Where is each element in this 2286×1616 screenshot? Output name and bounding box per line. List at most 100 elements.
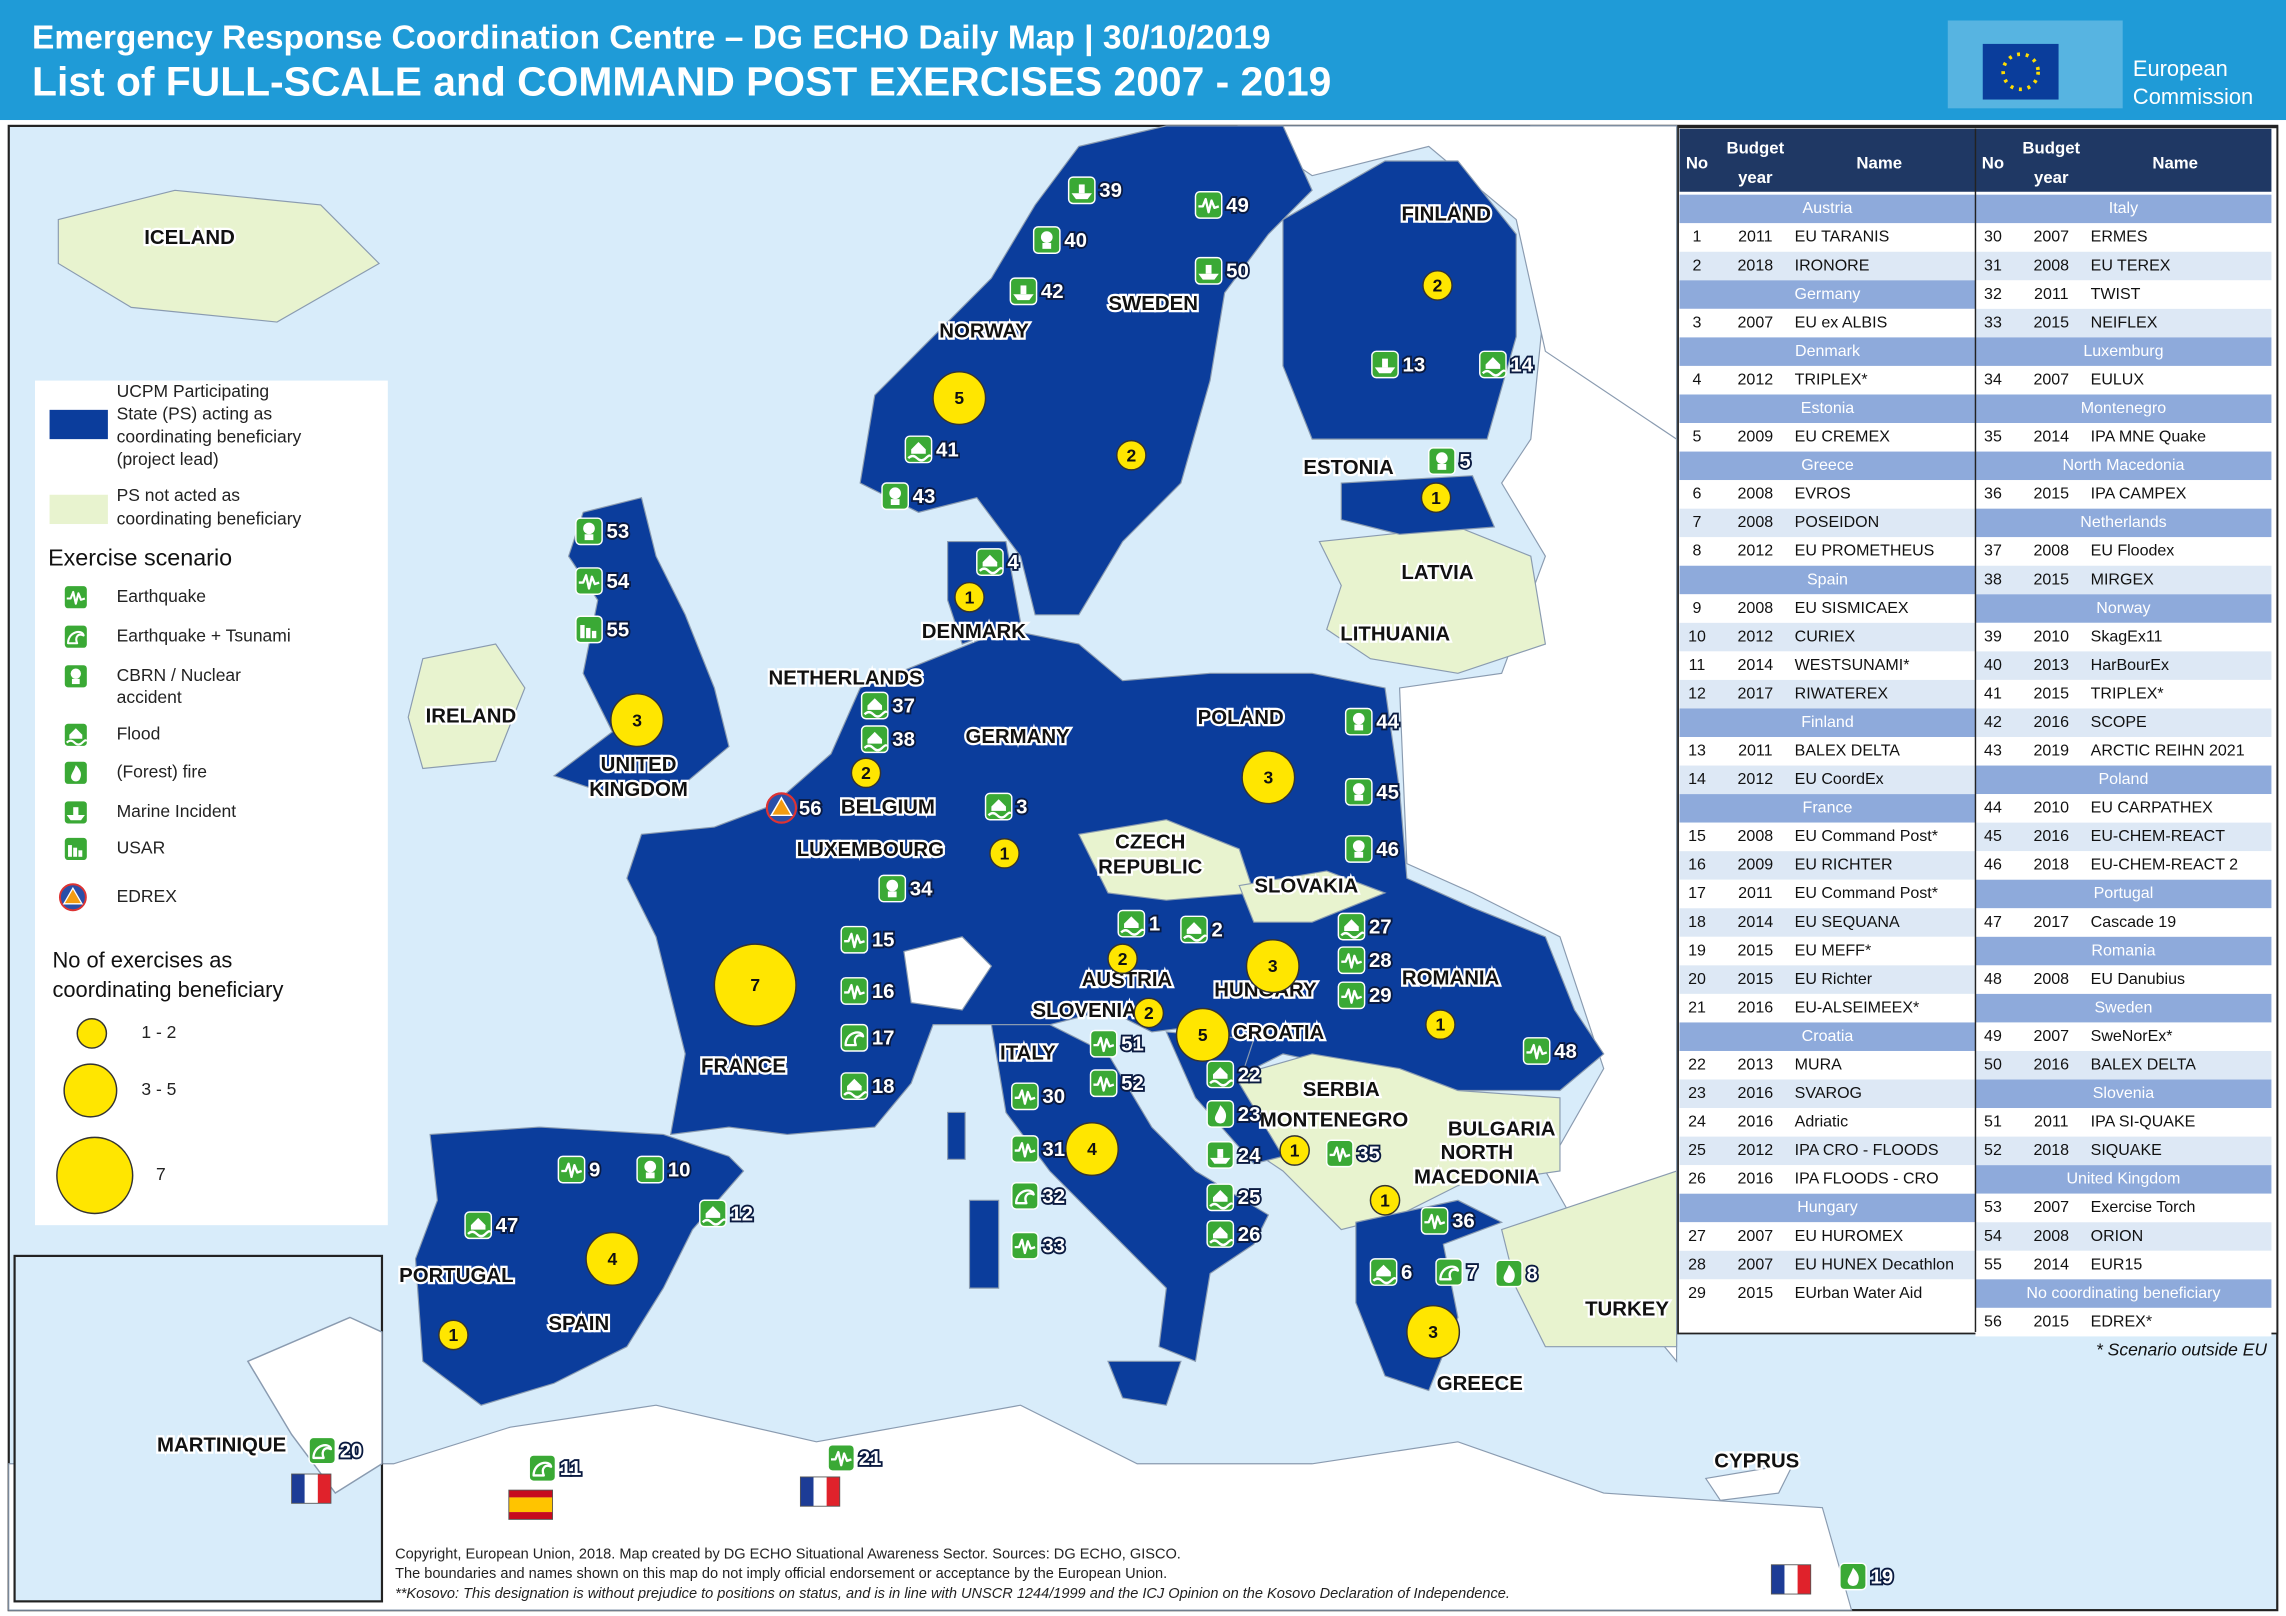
table-cell: 2016 bbox=[2033, 827, 2069, 845]
glyph bbox=[1124, 916, 1139, 929]
flag-border bbox=[1770, 1564, 1812, 1595]
icon-bg bbox=[1089, 1069, 1118, 1098]
glyph bbox=[911, 442, 926, 454]
scenario-icon bbox=[1032, 226, 1061, 254]
table-group: Croatia bbox=[1802, 1027, 1854, 1045]
table-cell: 35 bbox=[1984, 428, 2002, 446]
table-cell: 43 bbox=[1984, 742, 2002, 760]
table-cell: TWIST bbox=[2091, 285, 2141, 303]
table-cell: EUrban Water Aid bbox=[1795, 1284, 1923, 1302]
glyph bbox=[467, 1230, 492, 1238]
table-group: Hungary bbox=[1797, 1198, 1858, 1216]
table-row-bg bbox=[1975, 1250, 2272, 1280]
table-cell: 52 bbox=[1984, 1141, 2002, 1159]
ireland bbox=[407, 643, 526, 770]
table-cell: 51 bbox=[1984, 1113, 2002, 1131]
table-cell: RIWATEREX bbox=[1795, 684, 1889, 702]
table-header: Budget bbox=[1726, 139, 1784, 158]
table-row-bg bbox=[1975, 1050, 2272, 1080]
table-cell: 15 bbox=[1688, 827, 1706, 845]
table-cell: EU Command Post* bbox=[1795, 827, 1938, 845]
count-label: 2 bbox=[1126, 445, 1136, 465]
glyph bbox=[1217, 1149, 1224, 1158]
glyph bbox=[1020, 285, 1027, 295]
country-label: FRANCE bbox=[701, 1054, 786, 1077]
count-circle bbox=[1107, 943, 1138, 975]
table-cell: 2015 bbox=[1738, 1284, 1774, 1302]
count-label: 1 bbox=[1380, 1190, 1390, 1210]
flag-stripe bbox=[1784, 1564, 1798, 1595]
table-cell: 2010 bbox=[2033, 627, 2069, 645]
table-group: France bbox=[1803, 799, 1853, 817]
table-row-bg bbox=[1975, 822, 2272, 852]
table-group-bg bbox=[1975, 337, 2272, 366]
exercise-number: 47 bbox=[496, 1214, 519, 1237]
count-label: 4 bbox=[607, 1249, 617, 1269]
exercise-number: 55 bbox=[606, 618, 629, 641]
table-group: Spain bbox=[1807, 570, 1848, 588]
table-group: Romania bbox=[2091, 941, 2155, 959]
table-cell: EU CoordEx bbox=[1795, 770, 1884, 788]
table-cell: EU SEQUANA bbox=[1795, 913, 1900, 931]
table-cell: 2 bbox=[1693, 256, 1702, 274]
country-label: BULGARIA bbox=[1448, 1117, 1556, 1140]
table-cell: 2016 bbox=[1738, 1084, 1774, 1102]
ec-logo: European Commission bbox=[1947, 20, 2253, 109]
exercise-number: 8 bbox=[1526, 1262, 1537, 1285]
flag-stripe bbox=[304, 1474, 318, 1504]
country-label: GREECE bbox=[1437, 1372, 1523, 1395]
scenario-icon bbox=[1344, 777, 1373, 806]
baltics bbox=[1318, 526, 1547, 674]
table-cell: 31 bbox=[1984, 256, 2002, 274]
table-row-bg bbox=[1975, 679, 2272, 709]
glyph bbox=[978, 567, 1003, 575]
legend-text: 1 - 2 bbox=[141, 1022, 176, 1042]
table-cell: MURA bbox=[1795, 1055, 1842, 1073]
scenario-icon bbox=[63, 663, 89, 689]
scenario-icon bbox=[881, 482, 910, 511]
table-cell: 38 bbox=[1984, 570, 2002, 588]
table-cell: 2008 bbox=[2033, 542, 2069, 560]
glyph bbox=[532, 1461, 553, 1477]
table-row-bg bbox=[1679, 679, 1976, 709]
glyph bbox=[844, 1031, 865, 1047]
scenario-icon bbox=[63, 836, 89, 862]
scenario-icon bbox=[1180, 915, 1208, 944]
icon-bg bbox=[827, 1444, 856, 1472]
table-cell: 10 bbox=[1688, 627, 1706, 645]
flag-stripe bbox=[800, 1476, 814, 1507]
table-row-bg bbox=[1679, 936, 1976, 966]
glyph bbox=[66, 814, 85, 821]
table-cell: 2014 bbox=[2033, 428, 2069, 446]
legend-text: Earthquake + Tsunami bbox=[117, 625, 291, 645]
glyph bbox=[1040, 231, 1053, 243]
table-row-bg bbox=[1975, 1222, 2272, 1251]
glyph bbox=[1212, 1226, 1228, 1239]
exercise-number: 46 bbox=[1376, 838, 1399, 861]
table-cell: 2010 bbox=[2033, 799, 2069, 817]
table-cell: 32 bbox=[1984, 285, 2002, 303]
glyph bbox=[1481, 369, 1506, 377]
table-cell: 2015 bbox=[2033, 684, 2069, 702]
exercise-number: 1 bbox=[1149, 912, 1160, 935]
scenario-icon bbox=[1522, 1037, 1551, 1065]
glyph bbox=[886, 879, 899, 892]
count-label: 1 bbox=[1436, 1015, 1446, 1035]
table-cell: 2011 bbox=[2034, 1113, 2069, 1131]
icon-bg bbox=[1011, 1231, 1039, 1260]
scenario-icon bbox=[840, 1023, 869, 1052]
table-footnote: * Scenario outside EU bbox=[2096, 1340, 2267, 1360]
count-label: 2 bbox=[861, 763, 871, 783]
table-group: Netherlands bbox=[2080, 513, 2166, 531]
copyright: **Kosovo: This designation is without pr… bbox=[395, 1586, 1510, 1602]
country-label: ICELAND bbox=[144, 226, 235, 249]
table-cell: WESTSUNAMI* bbox=[1795, 656, 1910, 674]
glyph bbox=[890, 499, 900, 505]
table-cell: IPA FLOODS - CRO bbox=[1795, 1170, 1939, 1188]
table-cell: 17 bbox=[1688, 884, 1706, 902]
scenario-icon bbox=[1089, 1069, 1118, 1098]
table-row-bg bbox=[1975, 908, 2272, 937]
table-row-bg bbox=[1679, 651, 1976, 680]
table-row-bg bbox=[1975, 1193, 2272, 1223]
table-cell: EUR15 bbox=[2091, 1255, 2143, 1273]
